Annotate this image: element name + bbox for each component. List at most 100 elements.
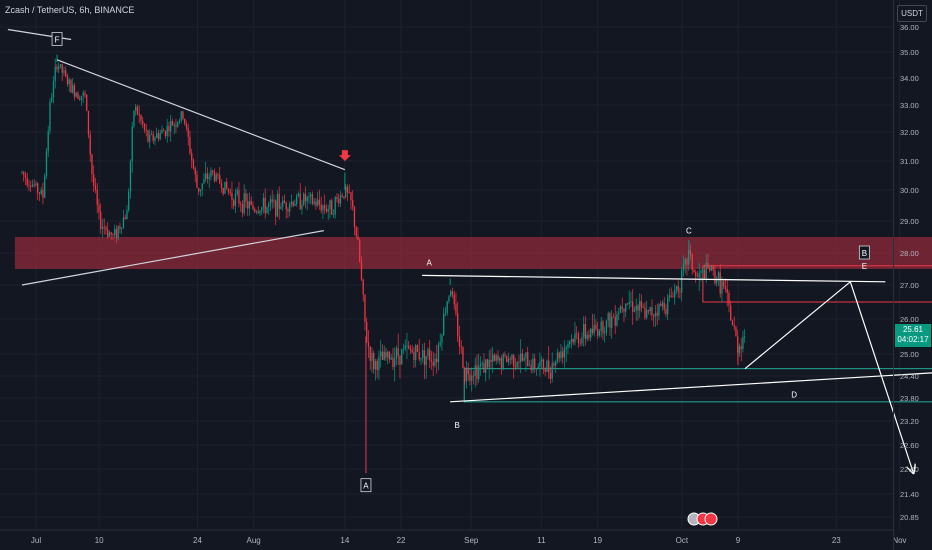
candle-body (549, 372, 552, 379)
candle-body (737, 336, 739, 353)
trendline-4[interactable] (450, 372, 932, 403)
trendline-3[interactable] (422, 274, 886, 283)
candle-body (719, 272, 721, 294)
candle-body (51, 97, 53, 102)
candle-body (42, 189, 44, 198)
candle-body (135, 106, 137, 112)
zone-1[interactable] (702, 265, 932, 303)
candle-body (241, 204, 244, 214)
candle-body (500, 358, 503, 368)
candle-body (180, 111, 182, 121)
currency-badge[interactable]: USDT (897, 5, 927, 22)
candle-body (238, 190, 240, 204)
candle-body (103, 226, 105, 228)
candle-body (89, 134, 91, 155)
candle-body (576, 333, 578, 335)
candle-body (674, 289, 676, 298)
candle-body (208, 177, 210, 179)
candle-body (322, 205, 324, 211)
price-axis[interactable] (893, 0, 932, 550)
event-markers[interactable] (687, 512, 719, 526)
candle-body (262, 197, 265, 208)
candle-body (710, 265, 713, 271)
candle-body (467, 367, 469, 375)
candle-body (441, 335, 443, 343)
candle-body (236, 190, 238, 194)
candle-body (205, 173, 207, 180)
wave-label-box (51, 32, 63, 46)
price-tick: 31.00 (900, 157, 919, 166)
zone-2[interactable] (463, 368, 932, 403)
candle-body (296, 195, 298, 205)
candle-body (77, 92, 79, 99)
candle-body (583, 324, 585, 338)
trendline-1[interactable] (56, 59, 346, 171)
candle-body (681, 270, 683, 293)
candle-body (212, 170, 214, 173)
candle-body (252, 204, 254, 210)
candle-body (506, 355, 508, 363)
candle-body (530, 365, 532, 371)
candle-body (730, 305, 732, 321)
candle-body (357, 236, 359, 241)
candle-body (418, 351, 420, 360)
candle-body (156, 133, 158, 138)
candle-body (227, 188, 230, 192)
trendline-2[interactable] (21, 230, 324, 286)
candle-body (128, 191, 130, 211)
candle-body (234, 193, 237, 206)
candle-body (44, 175, 46, 198)
candle-body (264, 197, 266, 213)
candle-body (658, 304, 660, 316)
candle-body (114, 229, 116, 236)
candle-body (115, 229, 118, 238)
candle-body (562, 351, 564, 358)
price-tick: 21.40 (900, 490, 919, 499)
candle-body (649, 307, 651, 312)
candle-body (334, 197, 336, 215)
candle-body (612, 316, 615, 318)
candle-body (381, 351, 384, 360)
candle-body (548, 360, 550, 373)
candle-body (401, 349, 403, 365)
candle-body (348, 192, 350, 194)
candle-body (311, 194, 314, 204)
candle-body (528, 365, 531, 367)
candle-body (408, 345, 410, 349)
candle-body (653, 315, 655, 317)
candle-body (654, 312, 657, 317)
price-tick: 22.60 (900, 441, 919, 450)
candle-body (233, 199, 235, 206)
trendline-6[interactable] (849, 281, 913, 473)
candle-body (136, 106, 139, 115)
trendline-5[interactable] (744, 281, 851, 370)
candle-body (61, 64, 63, 73)
candle-body (420, 357, 422, 360)
candle-body (297, 193, 300, 196)
candle-body (247, 201, 249, 209)
candle-body (616, 314, 618, 326)
candle-body (49, 101, 51, 131)
candle-body (317, 199, 319, 206)
zone-0[interactable] (14, 237, 932, 269)
candle-body (38, 192, 41, 194)
candle-body (292, 201, 294, 206)
price-tick: 33.00 (900, 101, 919, 110)
candle-body (672, 296, 674, 298)
candle-body (399, 355, 401, 365)
candle-body (744, 336, 746, 338)
price-tick: 27.00 (900, 281, 919, 290)
candle-body (282, 200, 284, 207)
candle-body (268, 203, 270, 207)
candle-body (324, 205, 326, 209)
candle-body (303, 193, 305, 205)
candle-body (569, 341, 571, 344)
candle-body (625, 303, 627, 312)
candle-body (75, 92, 77, 97)
candle-body (177, 121, 179, 127)
candle-body (56, 66, 58, 70)
candle-body (602, 321, 604, 334)
candle-body (231, 192, 233, 200)
candle-body (280, 206, 282, 209)
